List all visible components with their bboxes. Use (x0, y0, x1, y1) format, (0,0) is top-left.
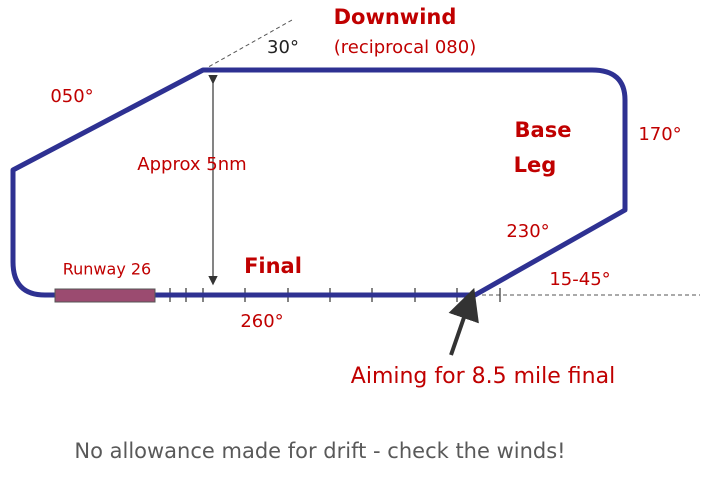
downwind-angle: 30° (267, 37, 299, 58)
runway (54, 288, 156, 303)
circuit-path (10, 67, 628, 298)
turn-heading: 230° (506, 221, 549, 242)
downwind-title: Downwind (334, 5, 457, 29)
runway-label: Runway 26 (63, 260, 151, 279)
distance-label: Approx 5nm (137, 154, 246, 175)
intercept-label: 15-45° (549, 269, 610, 290)
aim-label: Aiming for 8.5 mile final (351, 364, 615, 389)
downwind-note: (reciprocal 080) (334, 37, 476, 58)
base-title: Leg (514, 153, 557, 177)
final-heading: 260° (240, 311, 283, 332)
final-title: Final (244, 254, 302, 278)
base-heading: 170° (638, 124, 681, 145)
aim-arrow (448, 287, 479, 356)
footer-note: No allowance made for drift - check the … (74, 439, 565, 463)
base-title: Base (515, 118, 572, 142)
crosswind-heading: 050° (50, 86, 93, 107)
